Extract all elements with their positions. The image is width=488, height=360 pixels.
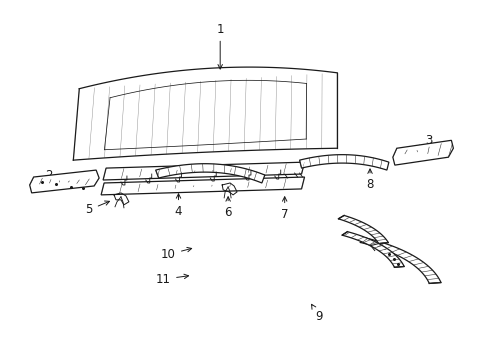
Polygon shape xyxy=(155,164,264,183)
Text: 1: 1 xyxy=(216,23,224,69)
Polygon shape xyxy=(299,155,388,170)
Polygon shape xyxy=(73,67,337,160)
Text: 4: 4 xyxy=(174,194,182,218)
Text: 6: 6 xyxy=(224,197,231,219)
Text: 8: 8 xyxy=(366,169,373,192)
Polygon shape xyxy=(342,231,404,267)
Text: 5: 5 xyxy=(85,201,109,216)
Polygon shape xyxy=(392,140,452,165)
Text: 7: 7 xyxy=(281,197,288,221)
Polygon shape xyxy=(338,215,387,244)
Polygon shape xyxy=(30,170,99,193)
Text: 10: 10 xyxy=(161,247,191,261)
Text: 3: 3 xyxy=(409,134,431,150)
Polygon shape xyxy=(103,162,304,180)
Text: 2: 2 xyxy=(45,168,70,183)
Polygon shape xyxy=(360,238,440,283)
Polygon shape xyxy=(101,177,304,195)
Text: 11: 11 xyxy=(156,273,188,286)
Text: 9: 9 xyxy=(311,304,323,323)
